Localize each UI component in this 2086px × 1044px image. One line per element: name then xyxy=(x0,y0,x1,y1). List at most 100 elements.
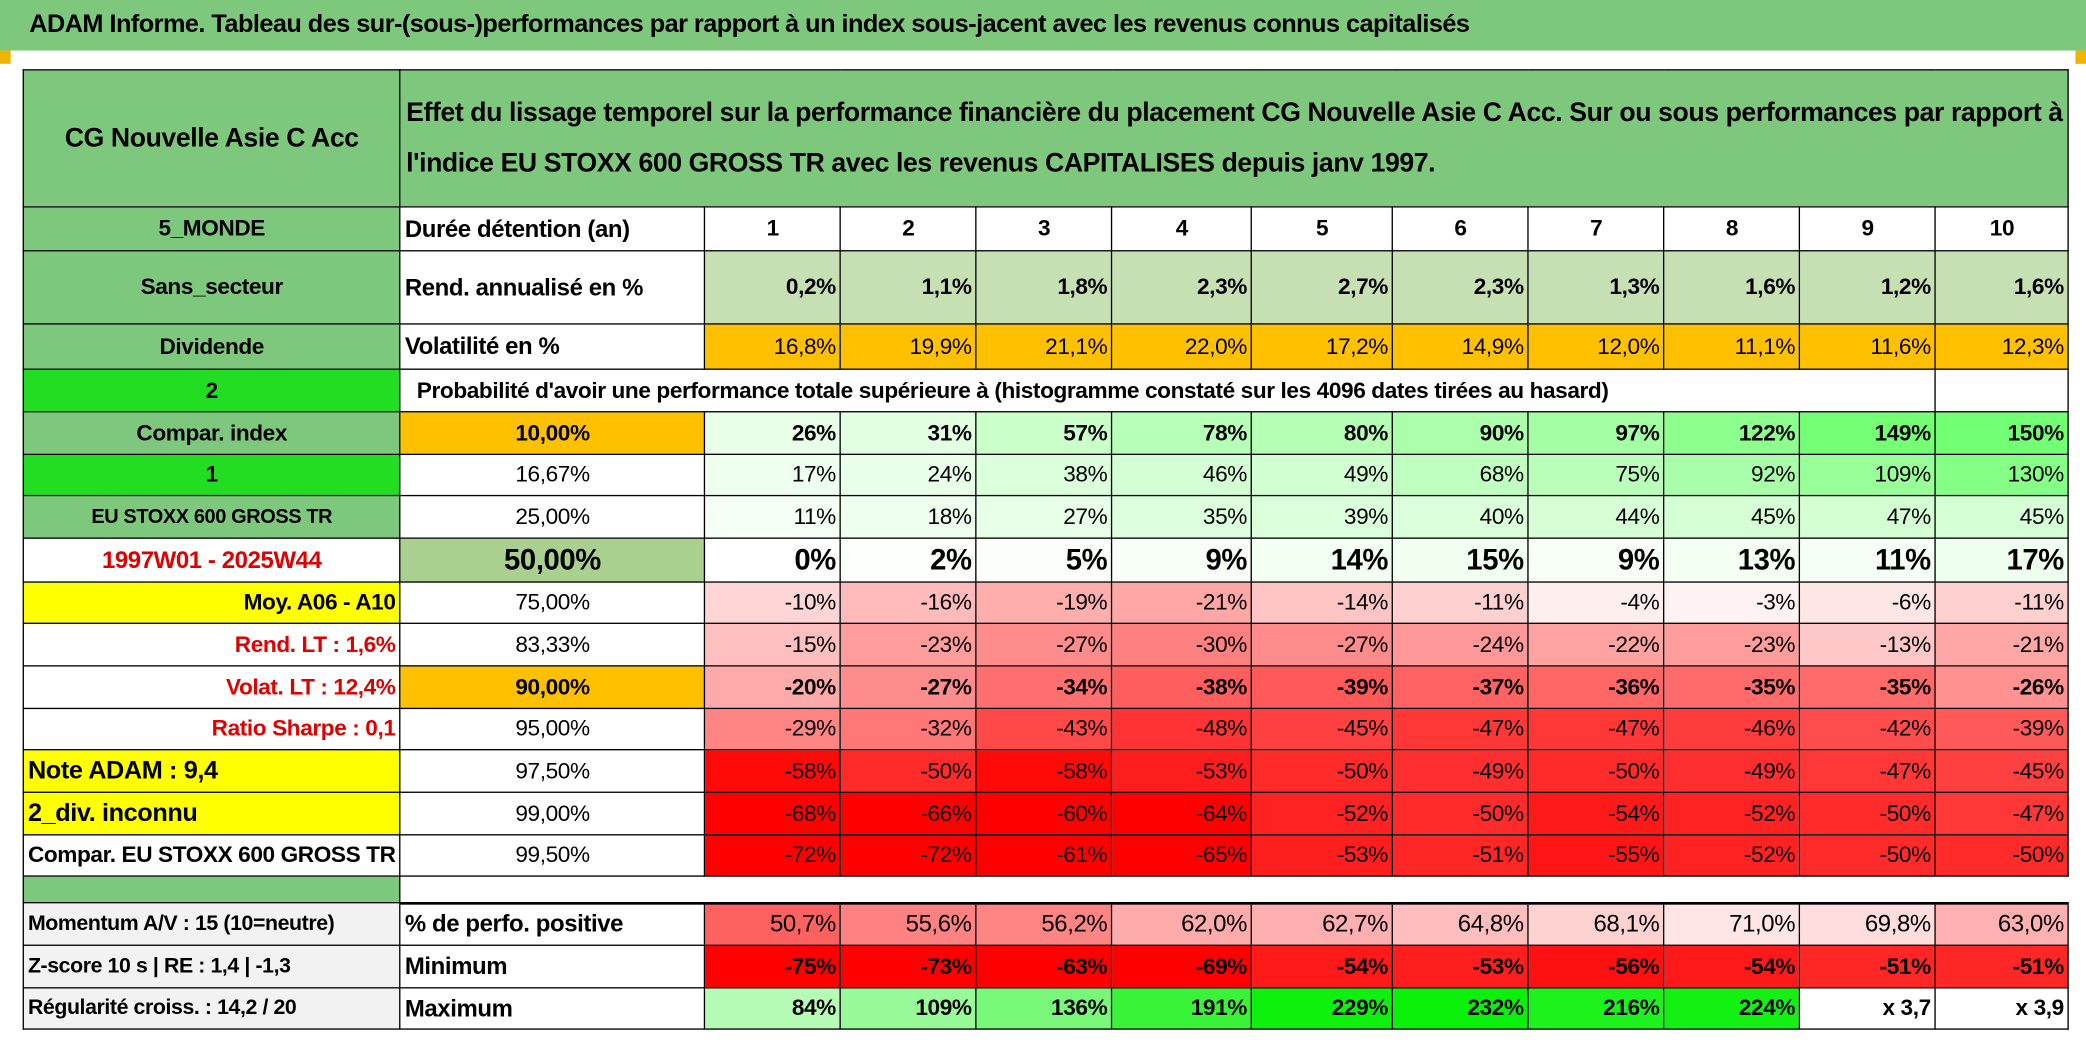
table-row: Dividende Volatilité en % 16,8% 19,9% 21,1% 2… xyxy=(22,323,2070,370)
table-row: EU STOXX 600 GROSS TR 25,00% 11% 18% 27% 35% 3… xyxy=(22,494,2070,539)
value-cell: 224% xyxy=(1663,987,1801,1030)
table-row: 1 16,67% 17% 24% 38% 46% 49% 68% 75% 92% 109% 130% xyxy=(22,453,2070,497)
value-cell: -54% xyxy=(1250,944,1394,989)
fund-name: CG Nouvelle Asie C Acc xyxy=(22,69,401,208)
value-cell: -73% xyxy=(839,944,977,989)
value-cell: -53% xyxy=(1250,834,1394,877)
performance-table: CG Nouvelle Asie C Acc Effet du lissage … xyxy=(22,69,2070,1030)
value-cell: -52% xyxy=(1250,791,1394,836)
row-header: 83,33% xyxy=(399,622,706,667)
value-cell: -48% xyxy=(1111,707,1253,751)
row-label: Volat. LT : 12,4% xyxy=(22,665,401,710)
table-row xyxy=(22,875,2069,905)
row-label: 1 xyxy=(22,453,401,497)
row-header: Volatilité en % xyxy=(399,323,706,370)
value-cell: 39% xyxy=(1250,494,1394,539)
value-cell: 12,3% xyxy=(1934,323,2070,370)
value-cell: 84% xyxy=(704,987,842,1030)
value-cell: -49% xyxy=(1391,749,1530,793)
value-cell: -21% xyxy=(1934,622,2070,667)
row-header: 95,00% xyxy=(399,707,706,751)
value-cell: -58% xyxy=(975,749,1113,793)
value-cell: -35% xyxy=(1663,665,1801,710)
value-cell: 21,1% xyxy=(975,323,1113,370)
value-cell: 136% xyxy=(975,987,1113,1030)
table-row: Momentum A/V : 15 (10=neutre)% de perfo.… xyxy=(22,902,2070,946)
value-cell: -35% xyxy=(1799,665,1937,710)
value-cell: -52% xyxy=(1663,834,1801,877)
value-cell: 11,6% xyxy=(1799,323,1937,370)
value-cell: 9% xyxy=(1527,537,1665,583)
value-cell: 0% xyxy=(704,537,842,583)
value-cell: 150% xyxy=(1934,411,2070,455)
table-row: Compar. EU STOXX 600 GROSS TR 99,50% -72% -… xyxy=(22,834,2070,877)
value-cell: -37% xyxy=(1391,665,1530,710)
value-cell: -75% xyxy=(704,944,842,989)
value-cell: 92% xyxy=(1663,453,1801,497)
value-cell: 1,2% xyxy=(1799,250,1937,325)
row-header: Probabilité d'avoir une performance tota… xyxy=(399,368,1937,413)
value-cell: 80% xyxy=(1250,411,1394,455)
value-cell: 2,3% xyxy=(1111,250,1253,325)
value-cell: -43% xyxy=(975,707,1113,751)
value-cell: -39% xyxy=(1250,665,1394,710)
value-cell: 2,3% xyxy=(1391,250,1530,325)
value-cell: 14,9% xyxy=(1391,323,1530,370)
value-cell: -29% xyxy=(704,707,842,751)
row-header: Minimum xyxy=(399,944,706,989)
value-cell: -13% xyxy=(1799,622,1937,667)
value-cell: 109% xyxy=(1799,453,1937,497)
row-label: Compar. index xyxy=(22,411,401,455)
value-cell: -50% xyxy=(1799,791,1937,836)
value-cell: 2% xyxy=(839,537,977,583)
table-row: Compar. index 10,00% 26% 31% 57% 78% 80% 90% 97%… xyxy=(22,411,2070,455)
value-cell: -38% xyxy=(1111,665,1253,710)
value-cell: -50% xyxy=(1250,749,1394,793)
value-cell: 14% xyxy=(1250,537,1394,583)
value-cell: 1,1% xyxy=(839,250,977,325)
value-cell: 1,6% xyxy=(1934,250,2070,325)
value-cell: -4% xyxy=(1527,581,1665,624)
value-cell: 1 xyxy=(704,206,842,252)
value-cell: -56% xyxy=(1527,944,1665,989)
row-header: 99,00% xyxy=(399,791,706,836)
value-cell: -32% xyxy=(839,707,977,751)
value-cell: 78% xyxy=(1111,411,1253,455)
value-cell: -54% xyxy=(1527,791,1665,836)
value-cell: -50% xyxy=(1527,749,1665,793)
value-cell: 16,8% xyxy=(704,323,842,370)
row-label: Note ADAM : 9,4 xyxy=(22,749,401,793)
value-cell: 11,1% xyxy=(1663,323,1801,370)
value-cell: 3 xyxy=(975,206,1113,252)
value-cell: -72% xyxy=(839,834,977,877)
value-cell: 1,8% xyxy=(975,250,1113,325)
value-cell: -72% xyxy=(704,834,842,877)
value-cell: 38% xyxy=(975,453,1113,497)
row-header: 97,50% xyxy=(399,749,706,793)
row-header: Durée détention (an) xyxy=(399,206,706,252)
table-row: 5_MONDE Durée détention (an) 1 2 3 4 5 6 7 8 9 10 xyxy=(22,206,2070,252)
value-cell: -51% xyxy=(1391,834,1530,877)
value-cell: 6 xyxy=(1391,206,1530,252)
value-cell: -11% xyxy=(1934,581,2070,624)
value-cell: 22,0% xyxy=(1111,323,1253,370)
value-cell: 12,0% xyxy=(1527,323,1665,370)
value-cell: -36% xyxy=(1527,665,1665,710)
value-cell: 97% xyxy=(1527,411,1665,455)
row-label: Compar. EU STOXX 600 GROSS TR xyxy=(22,834,401,877)
value-cell: -22% xyxy=(1527,622,1665,667)
row-header: 99,50% xyxy=(399,834,706,877)
value-cell: -63% xyxy=(975,944,1113,989)
value-cell: 149% xyxy=(1799,411,1937,455)
value-cell: 40% xyxy=(1391,494,1530,539)
value-cell: -50% xyxy=(1391,791,1530,836)
value-cell: -68% xyxy=(704,791,842,836)
value-cell: 9% xyxy=(1111,537,1253,583)
value-cell: 75% xyxy=(1527,453,1665,497)
value-cell: 11% xyxy=(1799,537,1937,583)
value-cell: -6% xyxy=(1799,581,1937,624)
value-cell: 7 xyxy=(1527,206,1665,252)
value-cell: -19% xyxy=(975,581,1113,624)
